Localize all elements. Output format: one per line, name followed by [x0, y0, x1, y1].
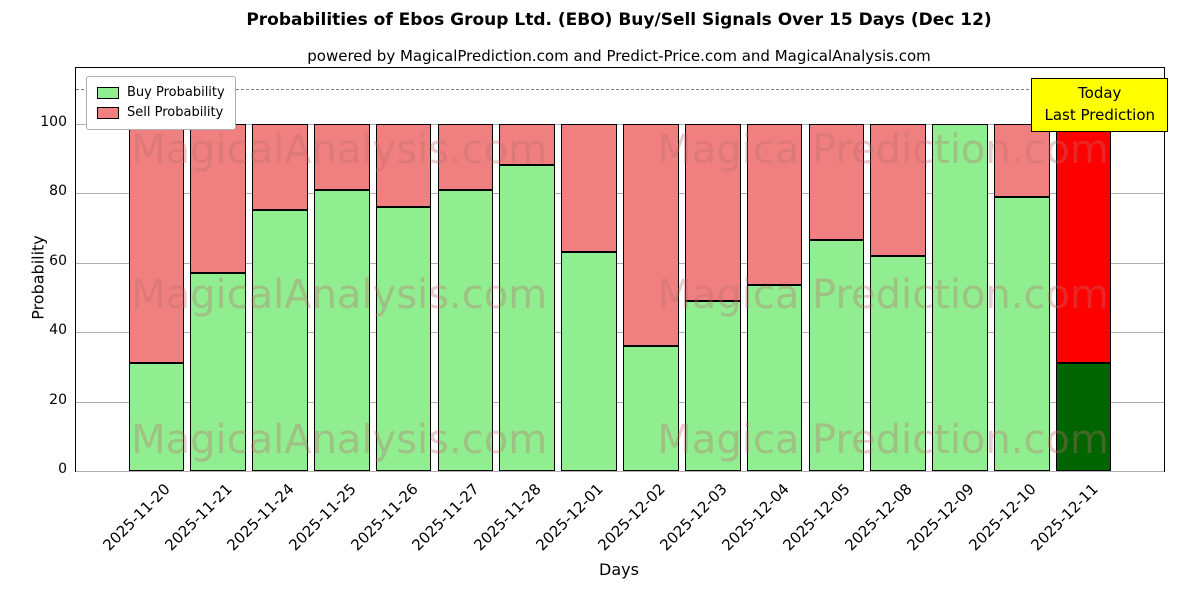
bar-segment-buy — [128, 363, 185, 471]
x-axis-title: Days — [599, 560, 639, 579]
bar-segment-sell — [808, 123, 865, 240]
legend-item-buy: Buy Probability — [97, 83, 225, 103]
bar-segment-sell — [561, 123, 617, 253]
bar-segment-sell — [375, 123, 432, 207]
bar-segment-sell — [314, 123, 370, 190]
legend-sell-swatch — [97, 107, 119, 119]
bar-segment-buy — [746, 285, 803, 471]
bar-segment-buy — [623, 345, 679, 471]
gridline — [76, 262, 1164, 264]
chart-title: Probabilities of Ebos Group Ltd. (EBO) B… — [246, 10, 992, 30]
dashed-reference-line — [76, 88, 1164, 90]
bar-segment-sell — [252, 123, 308, 211]
y-tick-label: 80 — [49, 183, 67, 200]
bar-segment-sell — [1055, 123, 1112, 364]
bar-segment-sell — [746, 123, 803, 286]
legend-item-sell: Sell Probability — [97, 103, 225, 123]
y-tick-label: 100 — [40, 113, 67, 130]
y-tick-label: 20 — [49, 391, 67, 408]
bar-segment-buy — [190, 272, 246, 471]
chart-subtitle: powered by MagicalPrediction.com and Pre… — [307, 47, 931, 65]
bar-segment-sell — [994, 123, 1050, 197]
bar-segment-buy — [684, 300, 741, 471]
today-annotation: Today Last Prediction — [1031, 78, 1168, 132]
bar-segment-buy — [932, 123, 988, 471]
legend-buy-label: Buy Probability — [127, 85, 225, 100]
plot-area: Buy Probability Sell Probability Today L… — [75, 67, 1168, 472]
legend: Buy Probability Sell Probability — [86, 76, 236, 130]
bar-segment-sell — [128, 123, 185, 364]
y-tick-label: 60 — [49, 252, 67, 269]
bar-segment-sell — [870, 123, 926, 256]
today-annotation-line2: Last Prediction — [1044, 105, 1155, 124]
bar-segment-buy — [437, 189, 494, 471]
y-axis-title: Probability — [28, 235, 48, 320]
gridline — [76, 193, 1164, 195]
bar-segment-buy — [375, 206, 432, 471]
bar-segment-sell — [623, 123, 679, 346]
y-tick-label: 40 — [49, 322, 67, 339]
bar-segment-buy — [808, 239, 865, 471]
bar-segment-sell — [437, 123, 494, 190]
bar-segment-buy — [252, 210, 308, 471]
bar-segment-buy — [1055, 363, 1112, 471]
bar-segment-buy — [561, 252, 617, 471]
y-tick-label: 0 — [58, 461, 67, 477]
legend-sell-label: Sell Probability — [127, 105, 224, 120]
gridline — [76, 123, 1164, 125]
bar-segment-buy — [994, 196, 1050, 471]
bar-segment-buy — [870, 255, 926, 471]
gridline — [76, 401, 1164, 403]
bar-segment-sell — [684, 123, 741, 301]
gridline — [76, 471, 1164, 472]
bar-segment-buy — [314, 189, 370, 471]
bar-segment-buy — [499, 165, 556, 471]
bar-segment-sell — [499, 123, 556, 166]
legend-buy-swatch — [97, 87, 119, 99]
gridline — [76, 332, 1164, 334]
bar-segment-sell — [190, 123, 246, 273]
today-annotation-line1: Today — [1078, 84, 1122, 102]
